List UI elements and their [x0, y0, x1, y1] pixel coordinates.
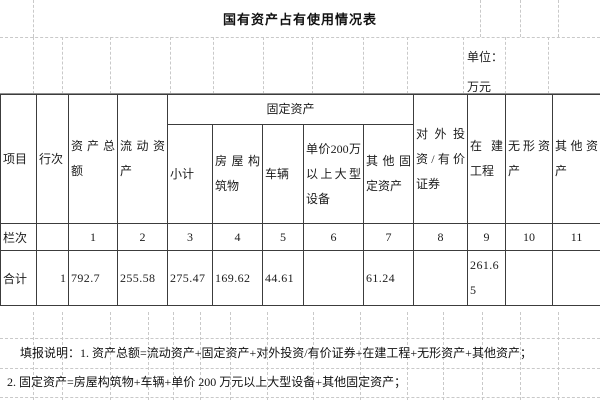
- column-index-9: 9: [467, 223, 507, 251]
- value-vehicles: 44.61: [262, 250, 304, 306]
- header-row-group: 项目 行次 资产总额 流动资产 固定资产 对外投资/有价证券 在建工程 无形资产…: [0, 94, 600, 224]
- grid-line-vertical: [110, 312, 111, 400]
- header-cell-intangible-assets: 无形资产: [505, 94, 554, 224]
- grid-line-vertical: [230, 312, 231, 400]
- column-index-1: 1: [68, 223, 118, 251]
- grid-line-vertical: [173, 312, 174, 400]
- grid-line-vertical: [505, 37, 506, 94]
- grid-line-vertical: [33, 37, 34, 94]
- grid-line-vertical: [520, 312, 521, 400]
- value-construction-in-progress: 261.65: [467, 250, 507, 306]
- column-index-4: 4: [212, 223, 263, 251]
- grid-line-horizontal: [0, 338, 600, 339]
- header-cell-external-investment: 对外投资/有价证券: [413, 94, 469, 224]
- header-cell-line-no: 行次: [36, 94, 69, 224]
- grid-line-vertical: [200, 312, 201, 400]
- grid-line-vertical: [62, 312, 63, 400]
- column-index-6: 6: [303, 223, 364, 251]
- grid-line-vertical: [148, 312, 149, 400]
- value-large-equipment: [303, 250, 364, 306]
- grid-line-vertical: [558, 0, 559, 37]
- grid-line-vertical: [312, 37, 313, 94]
- grid-line-vertical: [170, 37, 171, 94]
- column-index-blank: [36, 223, 69, 251]
- value-buildings: 169.62: [212, 250, 263, 306]
- grid-line-vertical: [62, 37, 63, 94]
- column-index-3: 3: [167, 223, 213, 251]
- grid-line-vertical: [363, 37, 364, 94]
- grid-line-vertical: [263, 37, 264, 94]
- header-cell-buildings: 房屋构筑物: [212, 124, 263, 224]
- grid-line-vertical: [463, 37, 464, 94]
- grid-line-horizontal: [0, 397, 600, 398]
- column-index-7: 7: [362, 223, 415, 251]
- grid-line-vertical: [443, 312, 444, 400]
- header-cell-vehicles: 车辆: [262, 124, 304, 224]
- filing-note-line2: 2. 固定资产=房屋构筑物+车辆+单价 200 万元以上大型设备+其他固定资产；: [7, 375, 407, 389]
- header-cell-fixed-assets-group: 固定资产: [166, 94, 415, 125]
- header-cell-subtotal: 小计: [167, 124, 213, 224]
- total-row-label: 合计: [0, 250, 37, 306]
- page-title: 国有资产占有使用情况表: [222, 12, 377, 27]
- grid-line-horizontal: [0, 37, 600, 38]
- value-other-assets: [552, 250, 600, 306]
- value-current-assets: 255.58: [117, 250, 168, 306]
- header-cell-current-assets: 流动资产: [117, 94, 168, 224]
- grid-line-vertical: [558, 312, 559, 400]
- grid-line-vertical: [267, 312, 268, 400]
- grid-line-vertical: [480, 0, 481, 37]
- column-index-2: 2: [117, 223, 168, 251]
- column-index-10: 10: [505, 223, 554, 251]
- grid-line-vertical: [313, 312, 314, 400]
- grid-line-vertical: [110, 37, 111, 94]
- header-cell-large-equipment: 单价200万以上大型设备: [303, 124, 364, 224]
- header-row-sub: 小计 房屋构筑物 车辆 单价200万以上大型设备 其他固定资产: [1, 124, 600, 224]
- header-cell-total-assets: 资产总额: [68, 94, 118, 224]
- grid-line-vertical: [407, 37, 408, 94]
- grid-line-vertical: [548, 37, 549, 94]
- value-intangible-assets: [505, 250, 554, 306]
- grid-line-vertical: [33, 312, 34, 400]
- asset-usage-table: 项目 行次 资产总额 流动资产 固定资产 对外投资/有价证券 在建工程 无形资产…: [0, 94, 600, 306]
- total-row-line-no: 1: [36, 250, 69, 306]
- unit-label: 单位：万元: [467, 50, 504, 94]
- column-index-label: 栏次: [0, 223, 37, 251]
- column-index-row: 栏次 1 2 3 4 5 6 7 8 9 10 11: [0, 223, 600, 251]
- total-row: 合计 1 792.7 255.58 275.47 169.62 44.61 61…: [0, 250, 600, 306]
- value-subtotal: 275.47: [167, 250, 213, 306]
- value-total-assets: 792.7: [68, 250, 118, 306]
- header-cell-other-assets: 其他资产: [552, 94, 600, 224]
- grid-line-vertical: [360, 312, 361, 400]
- column-index-5: 5: [262, 223, 304, 251]
- header-cell-other-fixed-assets: 其他固定资产: [362, 124, 415, 224]
- grid-line-vertical: [520, 0, 521, 37]
- column-index-11: 11: [552, 223, 600, 251]
- column-index-8: 8: [413, 223, 469, 251]
- header-cell-item: 项目: [0, 94, 37, 224]
- grid-line-vertical: [407, 312, 408, 400]
- value-external-investment: [413, 250, 469, 306]
- grid-line-vertical: [482, 312, 483, 400]
- grid-line-vertical: [213, 37, 214, 94]
- grid-line-vertical: [33, 0, 34, 37]
- filing-note-line1: 填报说明：1. 资产总额=流动资产+固定资产+对外投资/有价证券+在建工程+无形…: [20, 346, 532, 360]
- header-cell-construction-in-progress: 在建工程: [467, 94, 507, 224]
- value-other-fixed-assets: 61.24: [362, 250, 415, 306]
- grid-line-horizontal: [0, 368, 600, 369]
